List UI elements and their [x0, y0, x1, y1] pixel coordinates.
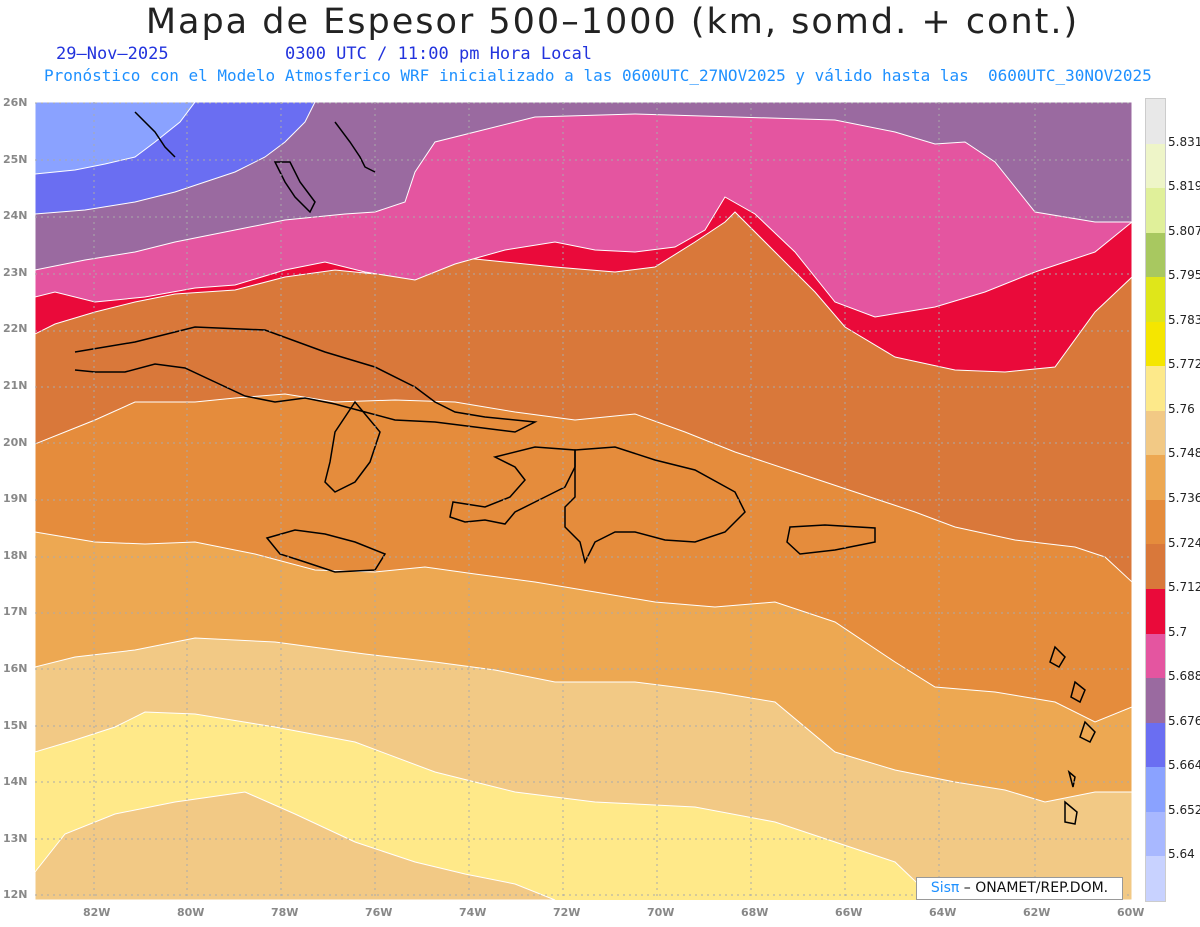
color-swatch	[1146, 455, 1165, 500]
thickness-map	[35, 102, 1132, 900]
band-5.676	[35, 102, 1132, 271]
color-swatch	[1146, 722, 1165, 768]
color-scale-label: 5.807	[1168, 223, 1200, 238]
forecast-date: 29–Nov–2025	[56, 44, 169, 64]
lon-label: 78W	[271, 906, 299, 919]
color-swatch	[1146, 856, 1165, 901]
lat-label: 18N	[3, 548, 28, 562]
color-scale-label: 5.7	[1168, 624, 1188, 639]
color-swatch	[1146, 366, 1165, 411]
lon-label: 64W	[929, 906, 957, 919]
color-swatch	[1146, 767, 1165, 812]
color-swatch	[1146, 277, 1165, 322]
color-scale-label: 5.783	[1168, 312, 1200, 327]
color-swatch	[1146, 321, 1165, 367]
lat-label: 20N	[3, 435, 28, 449]
color-swatch	[1146, 143, 1165, 189]
lon-label: 74W	[459, 906, 487, 919]
color-scale-label: 5.664	[1168, 758, 1200, 773]
lon-label: 72W	[553, 906, 581, 919]
map-title: Mapa de Espesor 500–1000 (km, somd. + co…	[145, 2, 1080, 42]
color-scale-label: 5.795	[1168, 268, 1200, 283]
color-swatch	[1146, 410, 1165, 456]
color-scale-label: 5.76	[1168, 401, 1195, 416]
color-scale-label: 5.652	[1168, 802, 1200, 817]
color-swatch	[1146, 678, 1165, 723]
color-swatch	[1146, 499, 1165, 545]
color-swatch	[1146, 188, 1165, 233]
color-scale-label: 5.831	[1168, 134, 1200, 149]
credit-box: Sisπ – ONAMET/REP.DOM.	[916, 877, 1123, 900]
coastlines	[74, 111, 1096, 825]
band-5.748	[35, 791, 556, 900]
color-swatch	[1146, 544, 1165, 590]
lon-label: 68W	[741, 906, 769, 919]
color-swatch	[1146, 232, 1165, 278]
band-5.652	[35, 102, 196, 175]
lon-label: 70W	[647, 906, 675, 919]
color-swatch	[1146, 99, 1165, 144]
color-scale-bar	[1145, 98, 1166, 902]
lat-label: 23N	[3, 265, 28, 279]
lat-label: 14N	[3, 775, 28, 789]
lon-label: 62W	[1023, 906, 1051, 919]
color-swatch	[1146, 633, 1165, 679]
lon-label: 82W	[83, 906, 111, 919]
color-scale-label: 5.676	[1168, 713, 1200, 728]
color-scale-label: 5.736	[1168, 491, 1200, 505]
lat-label: 13N	[3, 831, 28, 845]
credit-text: – ONAMET/REP.DOM.	[959, 880, 1109, 896]
color-scale-label: 5.748	[1168, 446, 1200, 461]
color-scale-label: 5.772	[1168, 357, 1200, 372]
lat-label: 19N	[3, 492, 28, 506]
color-scale-label: 5.688	[1168, 669, 1200, 684]
color-scale-label: 5.64	[1168, 847, 1195, 862]
model-info: Pronóstico con el Modelo Atmosferico WRF…	[44, 66, 1152, 85]
brand-logo-text: Sisπ	[930, 880, 960, 896]
lat-label: 22N	[3, 322, 28, 336]
lon-label: 80W	[177, 906, 205, 919]
color-scale-label: 5.712	[1168, 580, 1200, 595]
lon-label: 66W	[835, 906, 863, 919]
color-swatch	[1146, 589, 1165, 634]
lat-label: 17N	[3, 605, 28, 619]
lon-label: 60W	[1117, 906, 1145, 919]
graticule	[35, 102, 1132, 900]
lat-label: 25N	[3, 152, 28, 166]
lat-label: 12N	[3, 888, 28, 902]
color-scale-label: 5.819	[1168, 179, 1200, 194]
lat-label: 16N	[3, 662, 28, 675]
lat-label: 26N	[3, 96, 28, 109]
forecast-time: 0300 UTC / 11:00 pm Hora Local	[285, 44, 593, 64]
lat-label: 21N	[3, 379, 28, 392]
lon-label: 76W	[365, 906, 393, 919]
color-swatch	[1146, 811, 1165, 857]
lat-label: 24N	[3, 209, 28, 223]
lat-label: 15N	[3, 718, 28, 732]
color-scale-label: 5.724	[1168, 535, 1200, 550]
